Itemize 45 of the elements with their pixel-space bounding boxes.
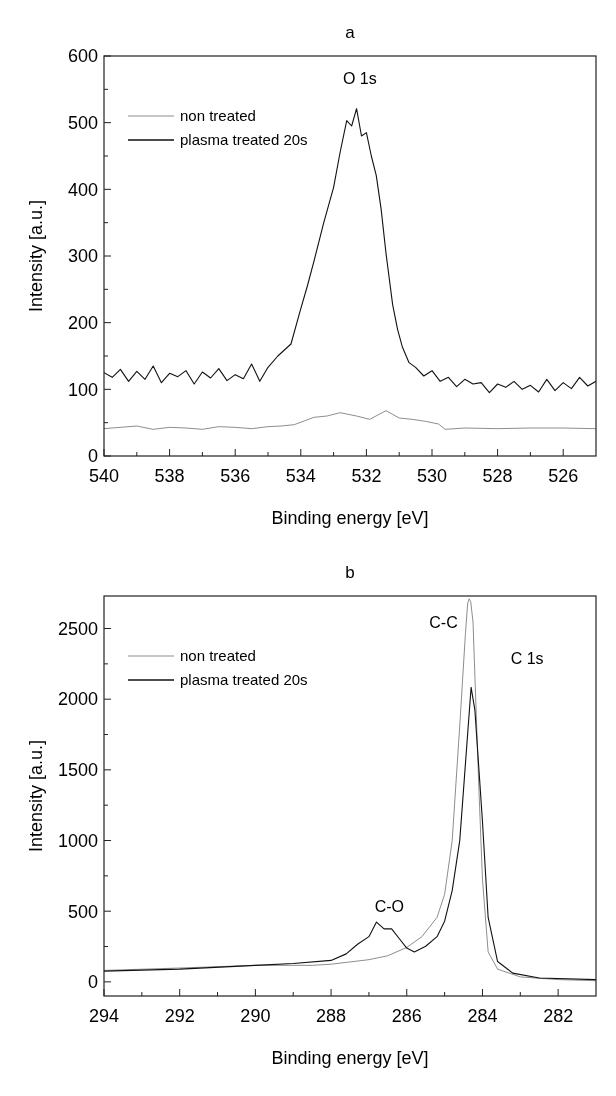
x-axis-title: Binding energy [eV] (271, 1048, 429, 1068)
x-tick-label: 286 (391, 1006, 422, 1026)
x-tick-label: 540 (88, 466, 120, 486)
y-tick-label: 500 (67, 901, 98, 922)
y-tick-label: 200 (67, 312, 98, 333)
legend-label: non treated (180, 647, 256, 665)
x-tick-label: 532 (351, 466, 382, 486)
y-axis-title: Intensity [a.u.] (26, 199, 46, 313)
x-tick-label: 294 (88, 1006, 120, 1026)
legend-label: plasma treated 20s (180, 671, 308, 689)
y-tick-label: 100 (67, 379, 98, 400)
x-tick-label: 530 (416, 466, 448, 486)
chart-title: b (345, 563, 355, 582)
x-tick-label: 526 (548, 466, 579, 486)
x-tick-label: 536 (220, 466, 251, 486)
line-series (104, 686, 596, 981)
y-tick-label: 0 (87, 446, 98, 467)
y-tick-label: 1500 (57, 760, 98, 781)
legend-label: plasma treated 20s (180, 131, 308, 149)
annotation: C-C (429, 613, 458, 631)
x-tick-label: 290 (240, 1006, 271, 1026)
x-tick-label: 528 (482, 466, 513, 486)
annotation: O 1s (342, 69, 377, 87)
y-tick-label: 600 (67, 46, 98, 67)
x-axis-title: Binding energy [eV] (271, 508, 429, 528)
line-series (104, 108, 596, 394)
line-series (104, 410, 596, 430)
x-tick-label: 284 (467, 1006, 498, 1026)
x-tick-label: 292 (164, 1006, 195, 1026)
y-tick-label: 1000 (57, 830, 98, 851)
y-tick-label: 0 (87, 972, 98, 993)
annotation: C 1s (510, 649, 544, 667)
x-tick-label: 288 (316, 1006, 347, 1026)
legend-label: non treated (180, 107, 256, 125)
y-axis-title: Intensity [a.u.] (26, 739, 46, 853)
y-tick-label: 2000 (57, 689, 98, 710)
x-tick-label: 538 (154, 466, 185, 486)
y-tick-label: 400 (67, 179, 98, 200)
y-tick-label: 500 (67, 112, 98, 133)
chart-title: a (345, 23, 356, 42)
x-tick-label: 282 (543, 1006, 574, 1026)
y-tick-label: 300 (67, 246, 98, 267)
x-tick-label: 534 (285, 466, 316, 486)
annotation: C-O (374, 897, 405, 915)
y-tick-label: 2500 (57, 618, 98, 639)
